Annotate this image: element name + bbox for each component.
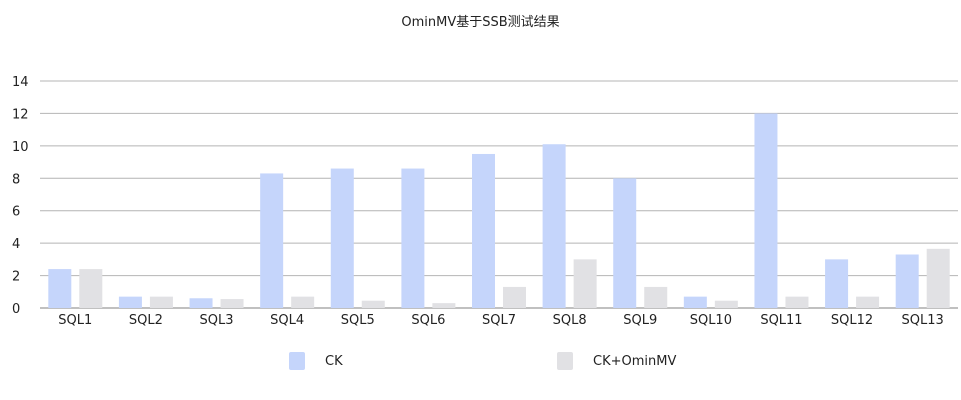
- x-tick-label: SQL2: [129, 313, 163, 328]
- x-tick-label: SQL3: [200, 313, 234, 328]
- legend-item-ck-ominmv: CK+OminMV: [557, 352, 676, 370]
- legend: CK CK+OminMV: [0, 352, 961, 376]
- bar-ck-ominmv: [291, 296, 315, 308]
- y-tick-label: 0: [12, 302, 20, 317]
- bar-ck-ominmv: [573, 259, 597, 308]
- y-tick-label: 14: [12, 75, 29, 90]
- y-tick-label: 6: [12, 205, 20, 220]
- x-tick-label: SQL7: [482, 313, 516, 328]
- bar-ck-ominmv: [926, 248, 950, 308]
- x-tick-label: SQL6: [411, 313, 445, 328]
- y-tick-label: 12: [12, 107, 29, 122]
- bar-ck-ominmv: [856, 296, 880, 308]
- legend-label-ck-ominmv: CK+OminMV: [593, 353, 677, 369]
- bar-ck-ominmv: [432, 303, 456, 308]
- bar-ck: [330, 168, 354, 308]
- x-tick-label: SQL11: [760, 313, 802, 328]
- legend-swatch-ck: [289, 352, 305, 370]
- bar-ck: [895, 254, 919, 308]
- legend-swatch-ck-ominmv: [557, 352, 573, 370]
- bar-ck: [118, 296, 142, 308]
- y-tick-label: 4: [12, 237, 20, 252]
- bar-ck: [189, 298, 213, 308]
- bar-ck-ominmv: [79, 269, 103, 308]
- bar-ck-ominmv: [785, 296, 809, 308]
- bar-ck: [472, 153, 495, 308]
- bar-ck-ominmv: [644, 286, 668, 308]
- legend-item-ck: CK: [289, 352, 343, 370]
- legend-label-ck: CK: [325, 353, 343, 369]
- y-tick-label: 10: [12, 140, 29, 155]
- bar-ck-ominmv: [220, 299, 244, 308]
- bar-ck: [542, 144, 566, 308]
- bar-ck-ominmv: [714, 300, 738, 308]
- bar-ck-ominmv: [503, 286, 526, 308]
- bar-ck-ominmv: [361, 300, 385, 308]
- bar-ck: [48, 269, 72, 308]
- x-tick-label: SQL12: [831, 313, 873, 328]
- x-tick-label: SQL1: [58, 313, 92, 328]
- x-tick-label: SQL13: [902, 313, 944, 328]
- bar-ck: [260, 173, 284, 308]
- bar-ck: [613, 178, 637, 308]
- bar-ck: [683, 296, 707, 308]
- x-tick-label: SQL4: [270, 313, 304, 328]
- bar-ck: [754, 113, 778, 308]
- chart-title: OminMV基于SSB测试结果: [401, 15, 560, 30]
- y-tick-label: 2: [12, 270, 20, 285]
- bar-ck-ominmv: [149, 296, 173, 308]
- x-tick-label: SQL10: [690, 313, 732, 328]
- x-tick-label: SQL9: [623, 313, 657, 328]
- x-tick-label: SQL8: [553, 313, 587, 328]
- x-tick-label: SQL5: [341, 313, 375, 328]
- bar-ck: [825, 259, 849, 308]
- y-tick-label: 8: [12, 172, 20, 187]
- bar-ck: [401, 168, 425, 308]
